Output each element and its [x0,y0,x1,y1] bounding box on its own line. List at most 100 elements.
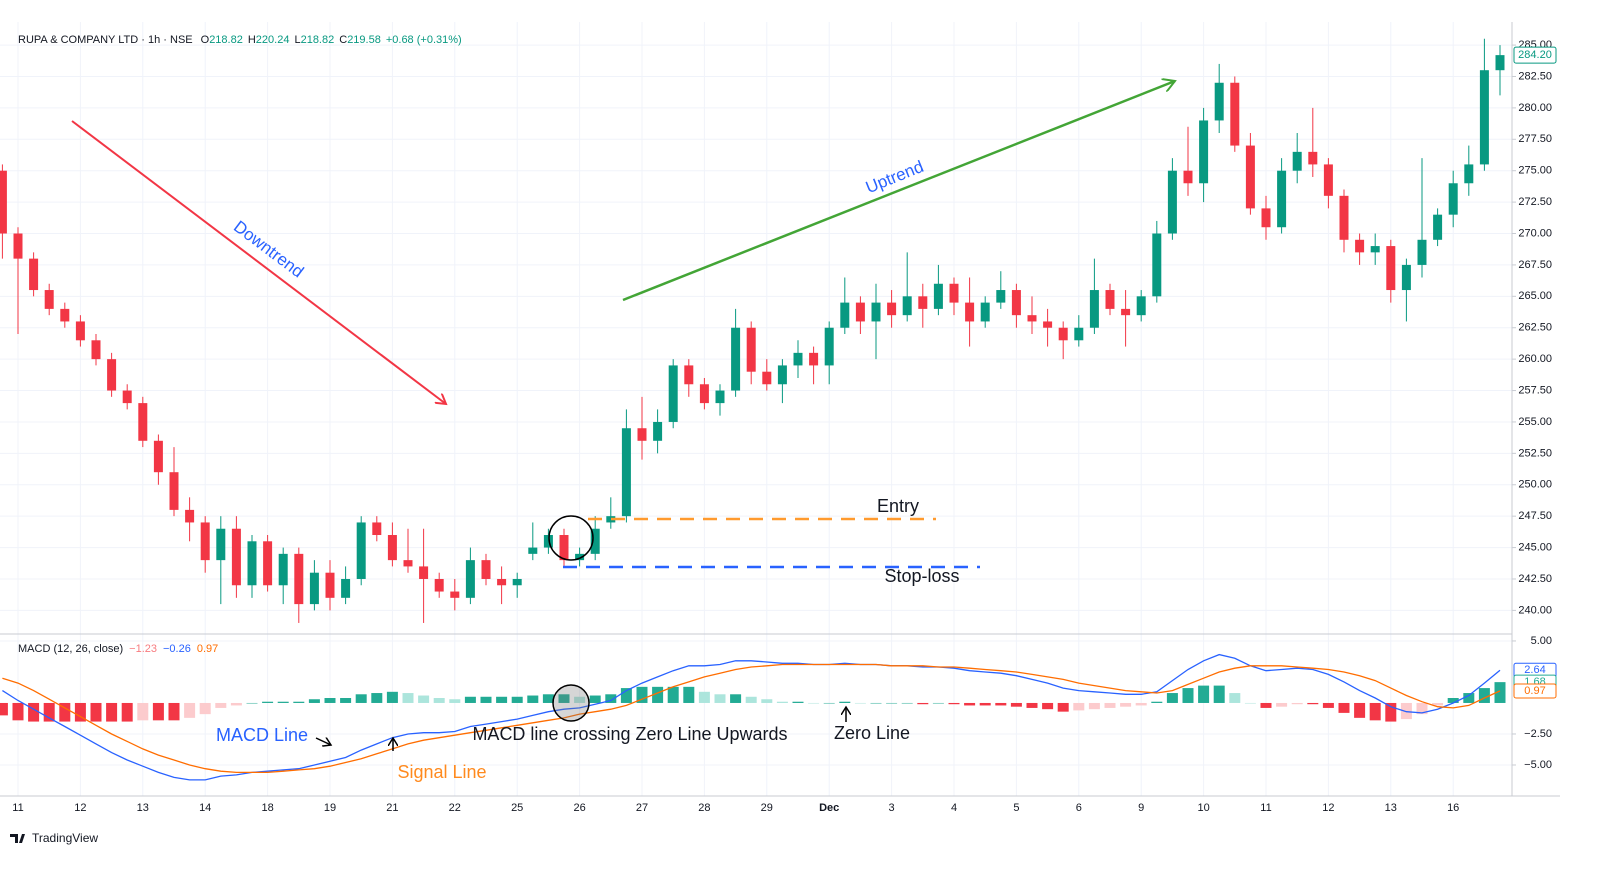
logo-text: TradingView [32,831,98,845]
y-tick-label: 255.00 [1518,416,1552,428]
candle-body [575,553,585,561]
histogram-bar [449,699,461,703]
y-tick-label: 267.50 [1518,259,1552,271]
histogram-bar [1478,688,1490,703]
histogram-bar [1322,702,1334,708]
candle-body [1292,151,1302,171]
candle-body [621,428,631,517]
entry-circle [548,515,594,561]
candle-body [1479,70,1489,165]
x-tick-label: 6 [1076,802,1082,814]
candle-body [824,327,834,366]
last-price-label: 284.20 [1518,49,1552,61]
candle-body [465,560,475,598]
histogram-bar [1276,702,1288,707]
histogram-bar [511,696,523,703]
candle-body [793,352,803,366]
x-tick-label: 4 [951,802,957,814]
histogram-bar [995,702,1007,706]
annotation: Entry [877,496,919,516]
header-item: C [339,34,347,46]
candle-body [543,535,553,548]
histogram-bar [121,702,133,722]
histogram-bar [714,694,726,703]
header-item: +0.68 (+0.31%) [386,34,462,46]
histogram-bar [542,694,554,703]
y-tick-label: 282.50 [1518,70,1552,82]
histogram-bar [854,702,866,704]
histogram-bar [1463,693,1475,703]
histogram-bar [340,698,352,703]
candle-body [309,572,319,605]
histogram-bar [496,696,508,703]
header-item: 219.58 [347,34,381,46]
histogram-bar [1369,702,1381,721]
candle-body [1136,296,1146,316]
y-tick-label: 275.00 [1518,165,1552,177]
histogram-bar [1057,702,1069,712]
candle-body [107,359,117,391]
histogram-bar [636,686,648,703]
header-item: H [248,34,256,46]
histogram-bar [262,701,274,703]
last-value-box [1513,683,1557,699]
histogram-bar [1213,685,1225,703]
histogram-bar [137,702,149,721]
histogram-bar [355,694,367,703]
annotation: MACD line crossing Zero Line Upwards [472,724,787,744]
candle-body [1214,82,1224,121]
histogram-bar [730,694,742,703]
candle-body [902,296,912,316]
candle-body [965,302,975,322]
candle-body [263,541,273,586]
candle-body [855,302,865,322]
histogram-bar [979,702,991,706]
y-tick-label: 280.00 [1518,102,1552,114]
legend-value: −0.26 [163,643,191,655]
histogram-bar [964,702,976,706]
x-tick-label: 3 [889,802,895,814]
candle-body [731,327,741,391]
histogram-bar [28,702,40,722]
histogram-bar [823,702,835,704]
candle-body [231,528,241,586]
histogram-bar [90,702,102,722]
histogram-bar [371,693,383,703]
histogram-bar [901,702,913,704]
candle-body [1074,327,1084,341]
candle-body [699,384,709,404]
candle-body [169,472,179,510]
candle-body [996,290,1006,303]
candle-body [1495,55,1505,71]
pointer-arrow [315,738,331,745]
y-tick-label: 272.50 [1518,196,1552,208]
header-item: 218.82 [301,34,335,46]
y-tick-label: −5.00 [1524,759,1552,771]
histogram-bar [1338,702,1350,713]
histogram-bar [308,699,320,703]
candle-body [372,522,382,536]
histogram-bar [792,701,804,703]
grid [0,22,1512,796]
histogram-bar [1432,702,1444,706]
x-tick-label: 28 [698,802,710,814]
candle-body [60,308,70,322]
x-tick-label: 12 [74,802,86,814]
histogram-bar [652,686,664,703]
candle-body [980,302,990,322]
histogram-bar [1447,698,1459,703]
histogram-bar [808,702,820,704]
candle-body [200,522,210,561]
header-item: 218.82 [209,34,243,46]
legend-title: MACD (12, 26, close) [18,643,123,655]
histogram-bar [917,702,929,705]
candle-body [933,283,943,309]
histogram-bar [106,702,118,722]
header-item: 220.24 [256,34,290,46]
candle-body [1277,170,1287,228]
header-item: RUPA & COMPANY LTD · 1h · NSE [18,34,193,46]
candle-body [294,553,304,605]
candle-body [13,233,23,259]
candle-body [497,578,507,586]
x-tick-label: 21 [386,802,398,814]
